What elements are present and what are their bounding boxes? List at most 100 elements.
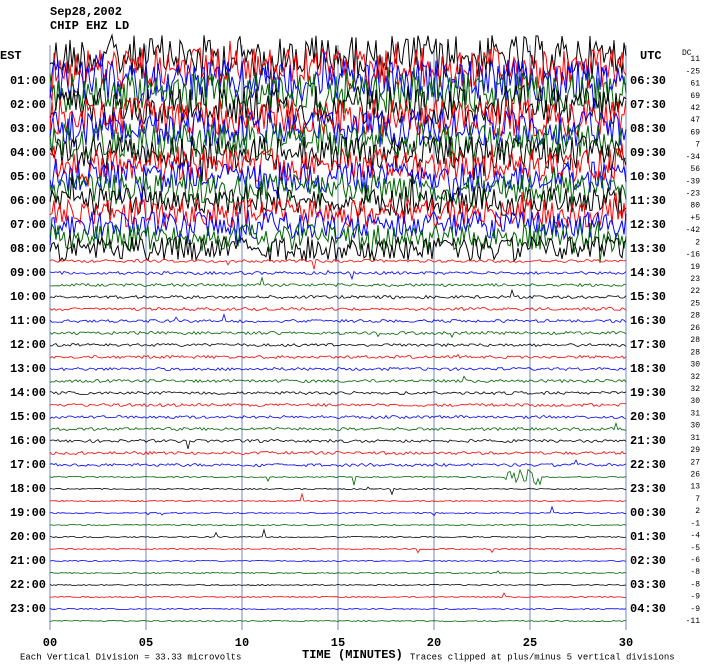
left-hour-label: 16:00 bbox=[10, 434, 46, 448]
dc-value: 69 bbox=[690, 128, 700, 137]
left-hour-label: 14:00 bbox=[10, 386, 46, 400]
right-hour-label: 08:30 bbox=[630, 122, 666, 136]
left-hour-label: 19:00 bbox=[10, 506, 46, 520]
trace bbox=[49, 375, 627, 384]
trace bbox=[49, 115, 626, 168]
trace bbox=[49, 391, 627, 396]
x-tick-label: 15 bbox=[331, 636, 345, 650]
right-hour-label: 14:30 bbox=[630, 266, 666, 280]
trace bbox=[49, 220, 627, 263]
left-hour-label: 22:00 bbox=[10, 578, 46, 592]
trace bbox=[49, 306, 627, 312]
left-hour-label: 17:00 bbox=[10, 458, 46, 472]
trace bbox=[49, 276, 627, 287]
trace bbox=[49, 313, 627, 324]
dc-value: 42 bbox=[690, 104, 700, 113]
trace bbox=[49, 438, 627, 449]
left-hour-label: 05:00 bbox=[10, 170, 46, 184]
dc-value: 11 bbox=[690, 55, 700, 64]
right-hour-label: 19:30 bbox=[630, 386, 666, 400]
dc-value: 30 bbox=[690, 361, 700, 370]
dc-value: -9 bbox=[690, 593, 700, 602]
left-hour-label: 18:00 bbox=[10, 482, 46, 496]
trace bbox=[49, 523, 627, 527]
dc-value: 56 bbox=[690, 165, 700, 174]
left-hour-label: 11:00 bbox=[10, 314, 46, 328]
dc-value: 13 bbox=[690, 483, 700, 492]
dc-value: 31 bbox=[690, 409, 700, 418]
trace bbox=[49, 343, 627, 348]
dc-value: -8 bbox=[690, 568, 700, 577]
dc-value: 29 bbox=[690, 446, 700, 455]
dc-value: 28 bbox=[690, 336, 700, 345]
trace bbox=[49, 559, 627, 563]
trace bbox=[49, 233, 627, 263]
dc-value: 27 bbox=[690, 458, 700, 467]
dc-value: 7 bbox=[695, 141, 700, 150]
trace bbox=[49, 528, 627, 539]
right-hour-label: 07:30 bbox=[630, 98, 666, 112]
right-hour-label: 12:30 bbox=[630, 218, 666, 232]
dc-value: -1 bbox=[690, 519, 700, 528]
trace bbox=[49, 459, 627, 468]
dc-value: -39 bbox=[686, 177, 701, 186]
dc-value: 80 bbox=[690, 202, 700, 211]
dc-value: -11 bbox=[686, 617, 701, 626]
trace bbox=[49, 607, 627, 611]
dc-value: -42 bbox=[686, 226, 701, 235]
right-hour-label: 16:30 bbox=[630, 314, 666, 328]
trace bbox=[49, 269, 627, 281]
right-hour-label: 00:30 bbox=[630, 506, 666, 520]
date: Sep28,2002 bbox=[50, 5, 122, 19]
right-title: UTC bbox=[640, 49, 662, 63]
trace bbox=[49, 505, 627, 517]
trace bbox=[49, 143, 627, 187]
dc-value: 28 bbox=[690, 312, 700, 321]
dc-value: -6 bbox=[690, 556, 700, 565]
dc-value: 26 bbox=[690, 471, 700, 480]
right-hour-label: 22:30 bbox=[630, 458, 666, 472]
trace bbox=[49, 547, 627, 554]
dc-value: 22 bbox=[690, 287, 700, 296]
dc-value: -34 bbox=[686, 153, 701, 162]
trace bbox=[49, 97, 627, 138]
dc-value: 2 bbox=[695, 238, 700, 247]
right-hour-label: 21:30 bbox=[630, 434, 666, 448]
left-hour-label: 12:00 bbox=[10, 338, 46, 352]
trace bbox=[49, 421, 627, 432]
x-tick-label: 25 bbox=[523, 636, 537, 650]
dc-value: 26 bbox=[690, 324, 700, 333]
right-hour-label: 15:30 bbox=[630, 290, 666, 304]
trace bbox=[49, 107, 627, 149]
trace bbox=[49, 84, 627, 126]
right-hour-label: 09:30 bbox=[630, 146, 666, 160]
left-hour-label: 13:00 bbox=[10, 362, 46, 376]
trace bbox=[49, 414, 627, 420]
trace bbox=[49, 50, 627, 111]
left-hour-label: 08:00 bbox=[10, 242, 46, 256]
clip-note: Traces clipped at plus/minus 5 vertical … bbox=[410, 652, 675, 662]
dc-value: -16 bbox=[686, 251, 701, 260]
right-hour-label: 04:30 bbox=[630, 602, 666, 616]
right-hour-label: 13:30 bbox=[630, 242, 666, 256]
right-hour-label: 20:30 bbox=[630, 410, 666, 424]
left-hour-label: 09:00 bbox=[10, 266, 46, 280]
right-hour-label: 17:30 bbox=[630, 338, 666, 352]
left-hour-label: 21:00 bbox=[10, 554, 46, 568]
dc-title: DC bbox=[682, 49, 692, 58]
trace bbox=[49, 450, 627, 456]
right-hour-label: 02:30 bbox=[630, 554, 666, 568]
left-hour-label: 07:00 bbox=[10, 218, 46, 232]
trace bbox=[49, 367, 627, 372]
dc-value: -23 bbox=[686, 190, 701, 199]
x-tick-label: 20 bbox=[427, 636, 441, 650]
trace bbox=[49, 486, 627, 496]
dc-value: -9 bbox=[690, 605, 700, 614]
right-hour-label: 10:30 bbox=[630, 170, 666, 184]
trace bbox=[49, 167, 627, 210]
trace bbox=[49, 402, 627, 408]
trace bbox=[49, 619, 627, 623]
dc-value: -25 bbox=[686, 67, 701, 76]
